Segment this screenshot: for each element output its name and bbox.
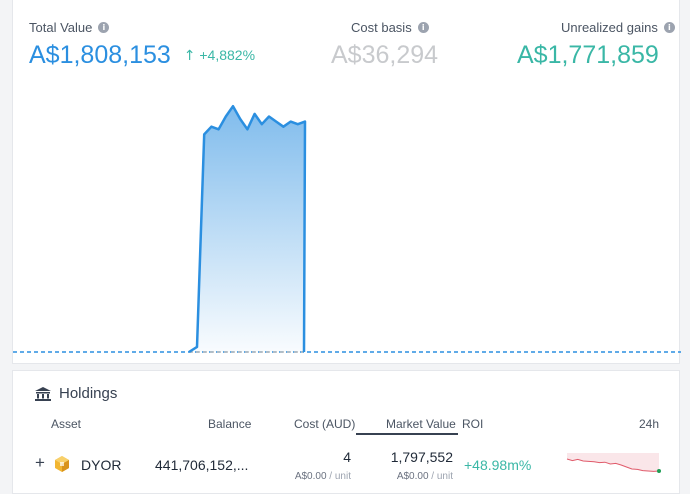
dyor-token-icon: [55, 456, 69, 472]
total-value-label: Total Value: [29, 20, 93, 35]
cost-basis-label: Cost basis: [351, 20, 412, 35]
column-header-asset[interactable]: Asset: [51, 417, 82, 431]
asset-market-value: 1,797,552: [390, 449, 453, 465]
arrow-up-icon: ↑: [183, 48, 196, 64]
asset-symbol: DYOR: [81, 457, 122, 473]
holdings-header: Holdings: [35, 385, 117, 402]
table-row[interactable]: + DYOR 441,706,152,... 4 A$0.00 / unit 1…: [13, 447, 681, 491]
unrealized-gains-amount: A$1,771,859: [517, 41, 659, 69]
holdings-card: Holdings Asset Balance Cost (AUD) Market…: [12, 370, 680, 494]
asset-roi: +48.98m%: [464, 457, 532, 473]
total-value-amount: A$1,808,153: [29, 41, 171, 69]
plus-icon[interactable]: +: [35, 453, 45, 472]
portfolio-overview-card: Total Value i A$1,808,153 ↑ +4,882% Cost…: [12, 0, 681, 364]
asset-balance: 441,706,152,...: [155, 457, 249, 473]
asset-cost-unit: A$0.00 / unit: [294, 471, 351, 482]
cost-basis-amount: A$36,294: [331, 41, 439, 69]
unrealized-gains-stat: Unrealized gains i A$1,771,859: [517, 20, 675, 70]
info-icon[interactable]: i: [417, 22, 429, 33]
holdings-title: Holdings: [59, 385, 118, 402]
column-header-market-value[interactable]: Market Value: [386, 417, 456, 431]
info-icon[interactable]: i: [663, 22, 675, 33]
portfolio-value-chart: [13, 104, 681, 354]
column-header-24h[interactable]: 24h: [639, 417, 660, 431]
total-value-stat: Total Value i A$1,808,153 ↑ +4,882%: [29, 20, 255, 70]
chart-area: [189, 106, 305, 352]
24h-sparkline: [566, 453, 661, 473]
bank-icon: [35, 386, 51, 401]
cost-basis-stat: Cost basis i A$36,294: [331, 20, 438, 70]
asset-market-value-unit: A$0.00 / unit: [396, 471, 453, 482]
sparkline-area: [567, 453, 659, 472]
total-change: ↑ +4,882%: [183, 47, 256, 64]
total-change-percent: +4,882%: [199, 47, 256, 63]
column-header-cost[interactable]: Cost (AUD): [294, 417, 356, 431]
sort-indicator: [356, 433, 458, 435]
column-header-balance[interactable]: Balance: [208, 417, 252, 431]
asset-cost: 4: [343, 449, 351, 465]
chart-line: [188, 104, 307, 354]
unrealized-gains-label: Unrealized gains: [561, 20, 658, 35]
sparkline-line: [566, 458, 660, 472]
sparkline-end-dot: [657, 469, 661, 473]
info-icon[interactable]: i: [98, 22, 110, 33]
column-header-roi[interactable]: ROI: [462, 417, 484, 431]
